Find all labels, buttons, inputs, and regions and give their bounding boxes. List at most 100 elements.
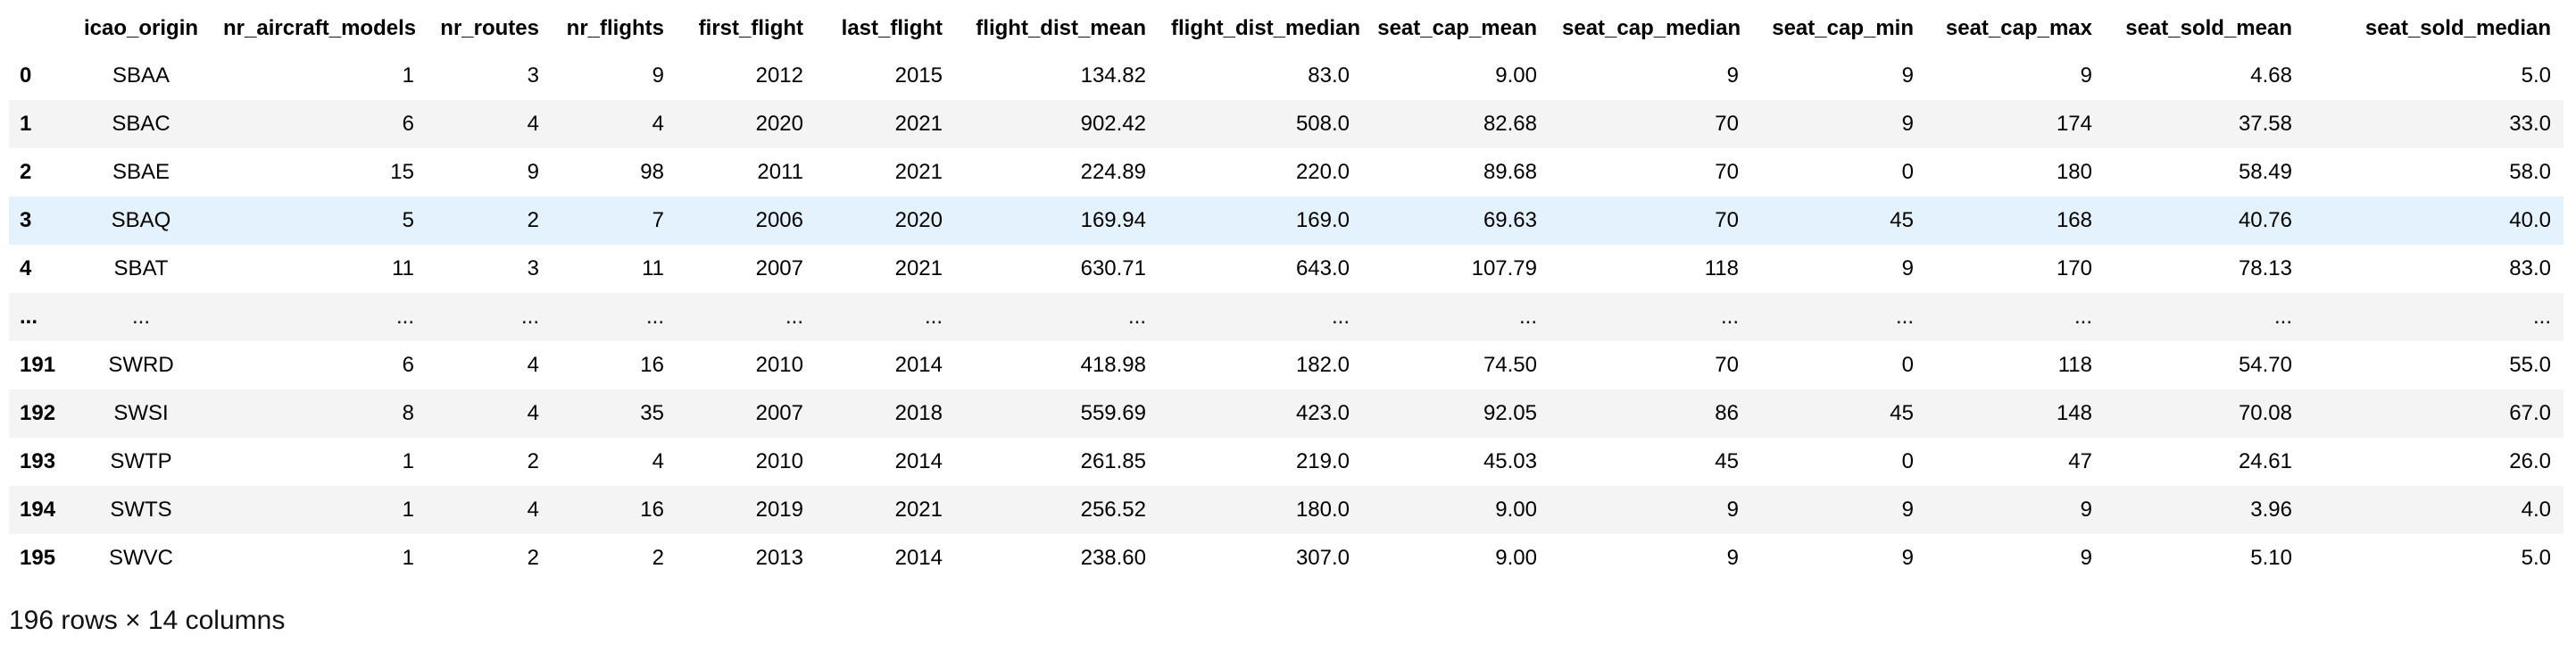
cell-last-flight: ... — [924, 305, 943, 329]
cell-seat-cap-min: ... — [1895, 305, 1914, 329]
cell-last-flight: 2018 — [894, 401, 943, 425]
table-row[interactable]: 192 SWSI 8 4 35 2007 2018 559.69 423.0 92.05 86 45 1… — [9, 389, 2564, 438]
cell-icao-origin: SBAA — [112, 63, 170, 88]
column-header-nr-flights: nr_flights — [552, 7, 677, 52]
cell-seat-sold-median: 58.0 — [2509, 160, 2551, 184]
cell-seat-sold-median: 26.0 — [2509, 449, 2551, 473]
cell-flight-dist-median: ... — [1331, 305, 1350, 329]
column-header-nr-aircraft-models: nr_aircraft_models — [211, 7, 427, 52]
cell-first-flight: 2012 — [755, 63, 803, 88]
cell-icao-origin: SWTS — [110, 498, 172, 522]
table-row[interactable]: 4 SBAT 11 3 11 2007 2021 630.71 643.0 107.79 118 9 1… — [9, 245, 2564, 293]
cell-seat-cap-median: 70 — [1715, 112, 1739, 136]
cell-seat-cap-mean: 45.03 — [1483, 449, 1537, 473]
cell-nr-aircraft-models: 11 — [392, 256, 414, 280]
cell-seat-cap-median: 86 — [1715, 401, 1739, 425]
cell-flight-dist-median: 643.0 — [1295, 256, 1350, 280]
cell-first-flight: 2019 — [755, 498, 803, 522]
cell-seat-sold-mean: 78.13 — [2238, 256, 2292, 280]
cell-seat-cap-mean: 89.68 — [1483, 160, 1537, 184]
column-header-seat-cap-min: seat_cap_min — [1751, 7, 1926, 52]
cell-seat-cap-max: ... — [2073, 305, 2092, 329]
cell-nr-flights: 16 — [640, 353, 664, 377]
cell-seat-cap-median: 9 — [1726, 498, 1739, 522]
cell-nr-aircraft-models: ... — [395, 305, 414, 329]
cell-flight-dist-median: 508.0 — [1295, 112, 1350, 136]
cell-seat-cap-median: 70 — [1715, 353, 1739, 377]
table-row[interactable]: ........................................… — [9, 293, 2564, 341]
cell-first-flight: 2007 — [755, 401, 803, 425]
column-header-last-flight: last_flight — [816, 7, 955, 52]
cell-flight-dist-mean: 902.42 — [1080, 112, 1146, 136]
table-row[interactable]: 3 SBAQ 5 2 7 2006 2020 169.94 169.0 69.63 70 45 168 4… — [9, 197, 2564, 245]
row-index: 195 — [20, 546, 56, 570]
header-row: icao_origin nr_aircraft_models nr_routes nr… — [9, 7, 2564, 52]
cell-icao-origin: SWSI — [113, 401, 169, 425]
table-row[interactable]: 2 SBAE 15 9 98 2011 2021 224.89 220.0 89.68 70 0 180… — [9, 148, 2564, 197]
cell-nr-routes: 4 — [527, 353, 539, 377]
table-row[interactable]: 191 SWRD 6 4 16 2010 2014 418.98 182.0 74.50 70 0 11… — [9, 341, 2564, 389]
dataframe-output: icao_origin nr_aircraft_models nr_routes nr… — [9, 7, 2564, 582]
cell-nr-routes: 4 — [527, 401, 539, 425]
cell-seat-cap-mean: 107.79 — [1471, 256, 1537, 280]
cell-icao-origin: SWTP — [110, 449, 172, 473]
row-index: 1 — [20, 112, 32, 136]
column-header-icao-origin: icao_origin — [71, 7, 211, 52]
cell-first-flight: 2010 — [755, 353, 803, 377]
column-header-seat-sold-median: seat_sold_median — [2305, 7, 2564, 52]
cell-seat-cap-mean: 92.05 — [1483, 401, 1537, 425]
cell-flight-dist-mean: 630.71 — [1080, 256, 1146, 280]
cell-flight-dist-mean: 256.52 — [1080, 498, 1146, 522]
table-row[interactable]: 1 SBAC 6 4 4 2020 2021 902.42 508.0 82.68 70 9 174 37… — [9, 100, 2564, 148]
cell-last-flight: 2014 — [894, 449, 943, 473]
column-header-nr-routes: nr_routes — [427, 7, 552, 52]
cell-nr-aircraft-models: 1 — [402, 63, 414, 88]
cell-nr-aircraft-models: 5 — [402, 208, 414, 232]
cell-seat-cap-median: ... — [1720, 305, 1739, 329]
cell-flight-dist-median: 219.0 — [1295, 449, 1350, 473]
cell-seat-sold-mean: 4.68 — [2250, 63, 2292, 88]
cell-seat-sold-mean: 24.61 — [2238, 449, 2292, 473]
cell-first-flight: 2010 — [755, 449, 803, 473]
row-index: 4 — [20, 256, 32, 280]
cell-nr-routes: 3 — [527, 63, 539, 88]
cell-seat-cap-max: 148 — [2056, 401, 2092, 425]
cell-seat-cap-median: 45 — [1715, 449, 1739, 473]
row-index: 192 — [20, 401, 56, 425]
cell-seat-sold-median: 5.0 — [2521, 546, 2551, 570]
cell-seat-cap-max: 174 — [2056, 112, 2092, 136]
cell-first-flight: 2013 — [755, 546, 803, 570]
cell-nr-routes: ... — [520, 305, 539, 329]
cell-seat-sold-median: 33.0 — [2509, 112, 2551, 136]
cell-flight-dist-mean: 261.85 — [1080, 449, 1146, 473]
cell-flight-dist-median: 180.0 — [1295, 498, 1350, 522]
cell-first-flight: 2011 — [757, 160, 803, 184]
table-row[interactable]: 195 SWVC 1 2 2 2013 2014 238.60 307.0 9.00 9 9 9 5.10… — [9, 534, 2564, 582]
cell-nr-routes: 3 — [527, 256, 539, 280]
cell-seat-cap-median: 9 — [1726, 546, 1739, 570]
cell-seat-sold-median: 83.0 — [2509, 256, 2551, 280]
cell-nr-aircraft-models: 6 — [402, 353, 414, 377]
table-row[interactable]: 193 SWTP 1 2 4 2010 2014 261.85 219.0 45.03 45 0 47 2… — [9, 438, 2564, 486]
cell-seat-sold-mean: 40.76 — [2238, 208, 2292, 232]
cell-nr-flights: 16 — [640, 498, 664, 522]
cell-last-flight: 2021 — [894, 498, 943, 522]
cell-seat-cap-min: 9 — [1901, 498, 1914, 522]
cell-flight-dist-mean: 238.60 — [1080, 546, 1146, 570]
table-row[interactable]: 194 SWTS 1 4 16 2019 2021 256.52 180.0 9.00 9 9 9 3.9… — [9, 486, 2564, 534]
cell-seat-cap-min: 0 — [1901, 449, 1914, 473]
cell-first-flight: 2020 — [755, 112, 803, 136]
cell-icao-origin: ... — [131, 305, 150, 329]
row-index: 3 — [20, 208, 32, 232]
cell-icao-origin: SBAE — [112, 160, 170, 184]
column-header-seat-cap-median: seat_cap_median — [1550, 7, 1751, 52]
cell-nr-aircraft-models: 15 — [390, 160, 414, 184]
cell-nr-routes: 2 — [527, 546, 539, 570]
cell-seat-cap-min: 0 — [1901, 160, 1914, 184]
cell-seat-cap-median: 118 — [1704, 256, 1739, 280]
cell-flight-dist-mean: 134.82 — [1080, 63, 1146, 88]
row-index: ... — [20, 305, 38, 329]
cell-nr-flights: 35 — [640, 401, 664, 425]
table-row[interactable]: 0 SBAA 1 3 9 2012 2015 134.82 83.0 9.00 9 9 9 4.68 5.0 — [9, 51, 2564, 100]
cell-seat-sold-mean: 54.70 — [2238, 353, 2292, 377]
